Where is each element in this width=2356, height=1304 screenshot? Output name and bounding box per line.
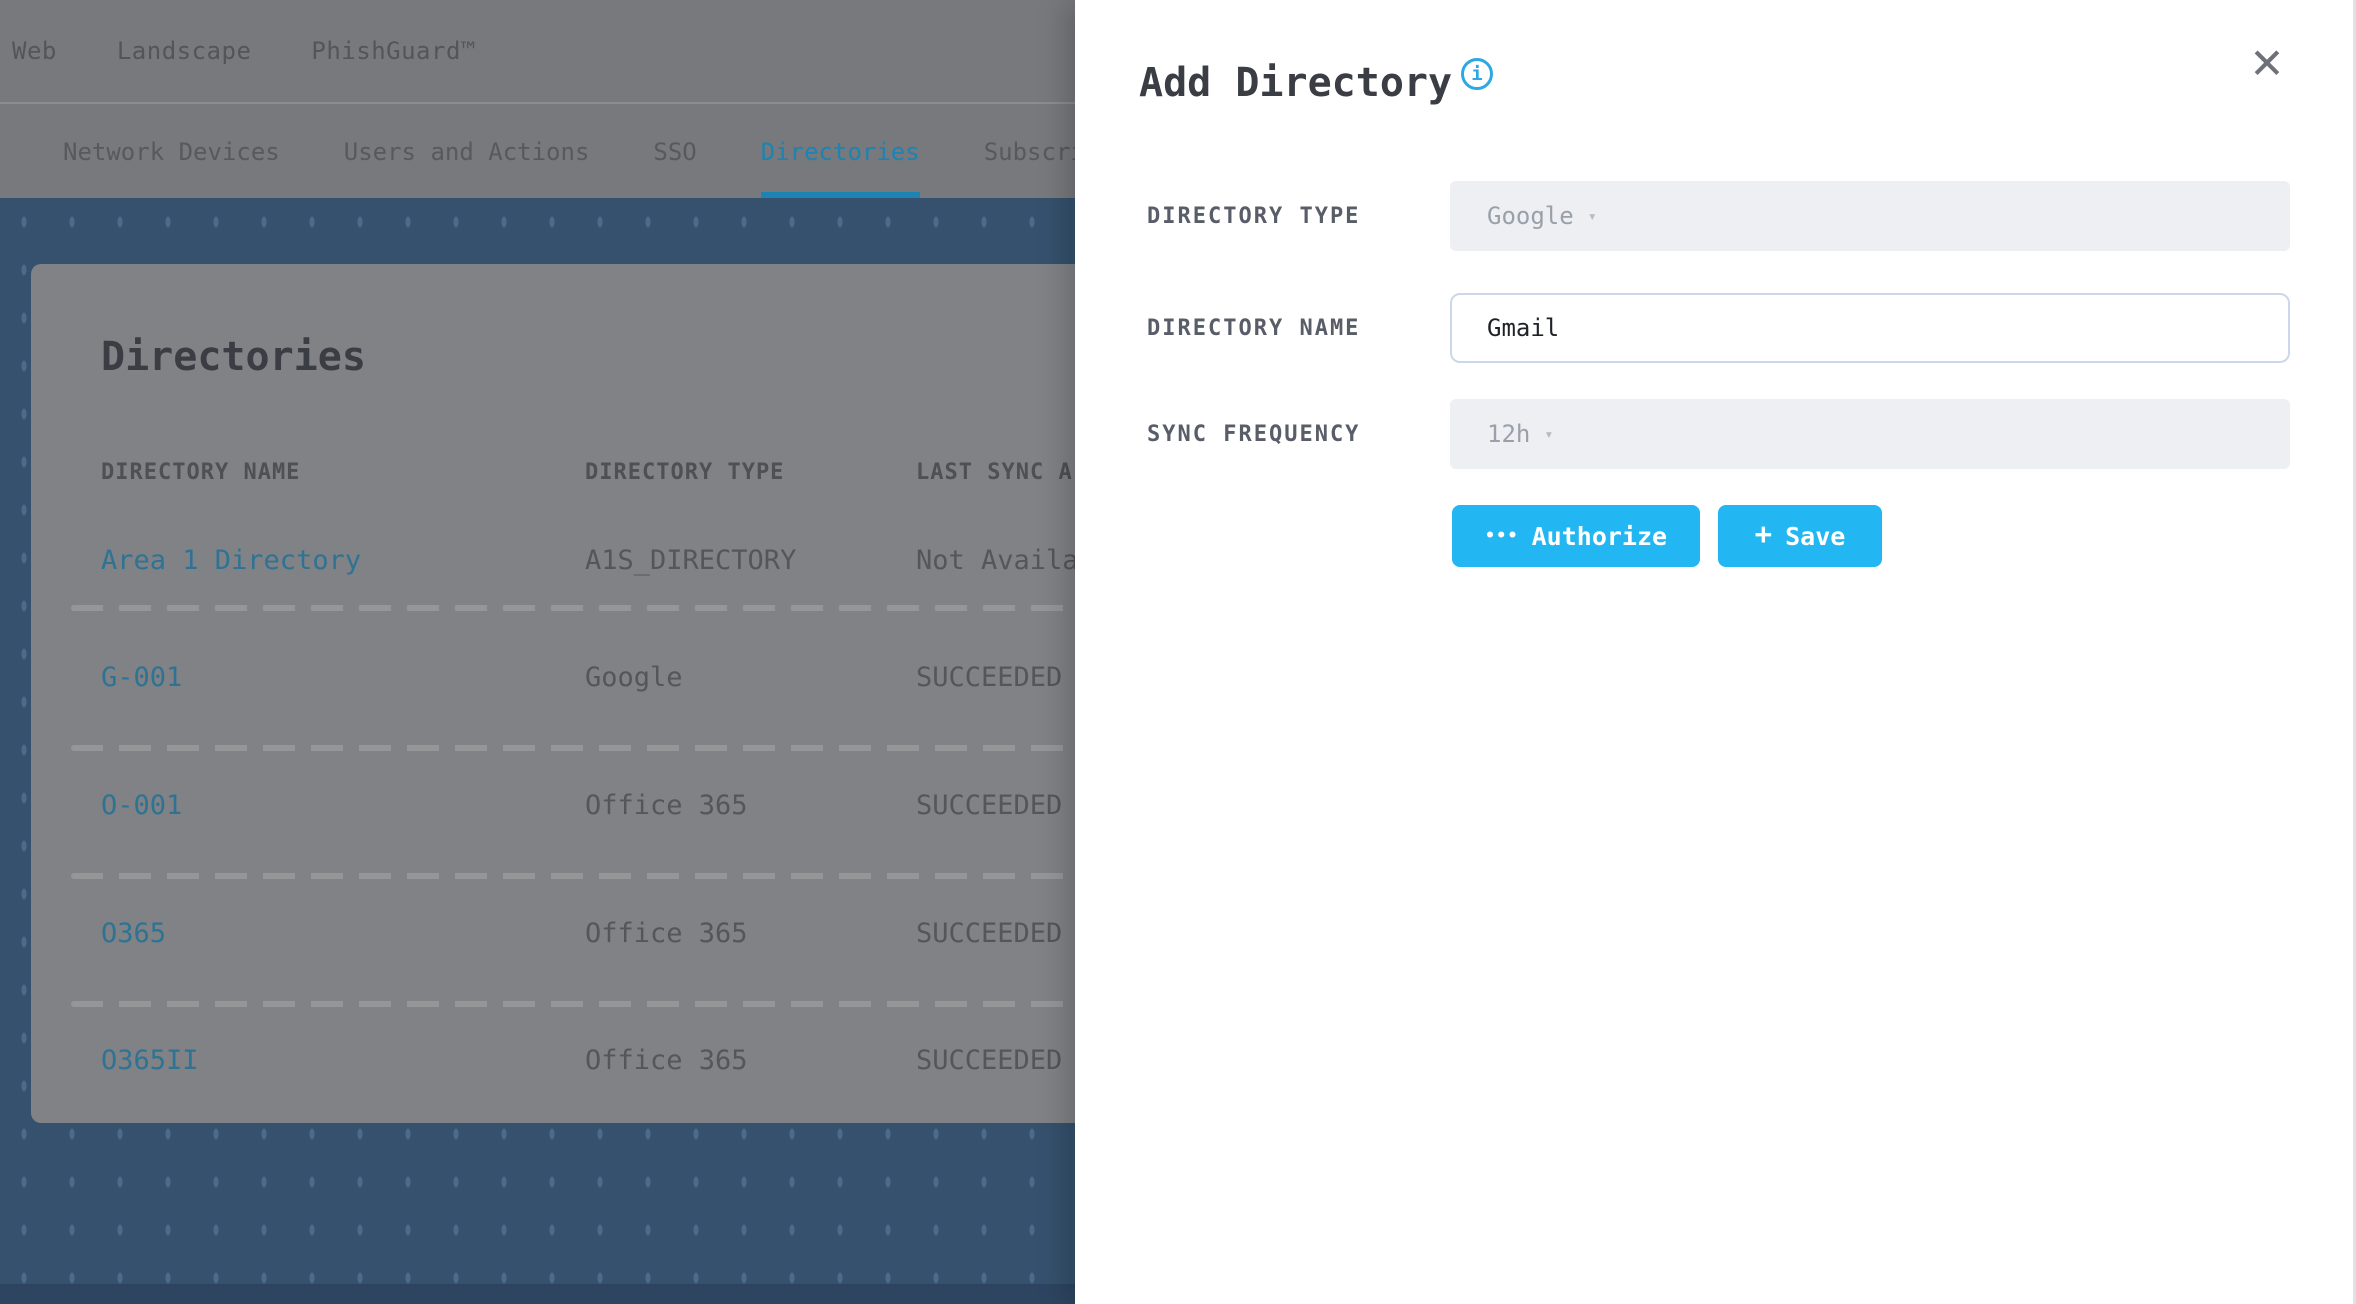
last-sync-cell: Not Availa <box>916 545 1079 576</box>
directory-type-label: DIRECTORY TYPE <box>1147 204 1361 229</box>
last-sync-cell: SUCCEEDED <box>916 918 1063 949</box>
directory-type-cell: A1S_DIRECTORY <box>585 545 797 576</box>
directory-name-label: DIRECTORY NAME <box>1147 316 1361 341</box>
page-title: Directories <box>101 334 366 380</box>
tab-subscription[interactable]: Subscri <box>983 138 1085 166</box>
plus-icon: + <box>1754 517 1773 551</box>
table-row: O365 Office 365 SUCCEEDED <box>31 918 2325 958</box>
panel-title: Add Directory <box>1139 60 1453 106</box>
info-icon[interactable]: i <box>1461 58 1493 90</box>
last-sync-cell: SUCCEEDED <box>916 1045 1063 1076</box>
table-row: G-001 Google SUCCEEDED <box>31 662 2325 702</box>
chevron-down-icon: ▾ <box>1544 425 1554 443</box>
directory-type-select[interactable]: Google ▾ <box>1450 181 2290 251</box>
directory-link[interactable]: O-001 <box>101 790 183 821</box>
directory-link[interactable]: G-001 <box>101 662 183 693</box>
table-row: O-001 Office 365 SUCCEEDED <box>31 790 2325 830</box>
tab-users-and-actions[interactable]: Users and Actions <box>343 138 590 166</box>
directory-link[interactable]: O365 <box>101 918 167 949</box>
tab-directories[interactable]: Directories <box>760 106 920 198</box>
nav-item-web[interactable]: Web <box>12 37 57 65</box>
directory-type-cell: Office 365 <box>585 918 748 949</box>
directory-type-cell: Office 365 <box>585 1045 748 1076</box>
authorize-button[interactable]: ••• Authorize <box>1452 505 1700 567</box>
nav-item-landscape[interactable]: Landscape <box>116 37 252 65</box>
directory-type-cell: Office 365 <box>585 790 748 821</box>
table-header-row: DIRECTORY NAME DIRECTORY TYPE LAST SYNC … <box>31 460 2325 490</box>
sync-frequency-label: SYNC FREQUENCY <box>1147 422 1361 447</box>
directory-link[interactable]: Area 1 Directory <box>101 545 362 576</box>
header-last-sync: LAST SYNC A <box>916 460 1073 485</box>
tab-sso[interactable]: SSO <box>653 138 697 166</box>
last-sync-cell: SUCCEEDED <box>916 662 1063 693</box>
header-directory-type: DIRECTORY TYPE <box>585 460 785 485</box>
ellipsis-icon: ••• <box>1484 525 1519 546</box>
add-directory-panel: Add Directory i ✕ DIRECTORY TYPE Google … <box>1075 0 2356 1304</box>
save-button[interactable]: + Save <box>1718 505 1882 567</box>
table-row: Area 1 Directory A1S_DIRECTORY Not Avail… <box>31 545 2325 585</box>
directory-link[interactable]: O365II <box>101 1045 199 1076</box>
chevron-down-icon: ▾ <box>1587 207 1597 225</box>
sync-frequency-value: 12h <box>1487 420 1531 448</box>
tab-network-devices[interactable]: Network Devices <box>63 138 280 166</box>
directory-name-input[interactable] <box>1450 293 2290 363</box>
directory-type-value: Google <box>1487 202 1574 230</box>
header-directory-name: DIRECTORY NAME <box>101 460 301 485</box>
save-button-label: Save <box>1785 521 1846 551</box>
table-row: O365II Office 365 SUCCEEDED <box>31 1045 2325 1085</box>
authorize-button-label: Authorize <box>1531 521 1668 551</box>
nav-item-phishguard[interactable]: PhishGuard™ <box>311 37 476 65</box>
directory-type-cell: Google <box>585 662 683 693</box>
sync-frequency-select[interactable]: 12h ▾ <box>1450 399 2290 469</box>
last-sync-cell: SUCCEEDED <box>916 790 1063 821</box>
close-icon[interactable]: ✕ <box>2249 39 2285 88</box>
